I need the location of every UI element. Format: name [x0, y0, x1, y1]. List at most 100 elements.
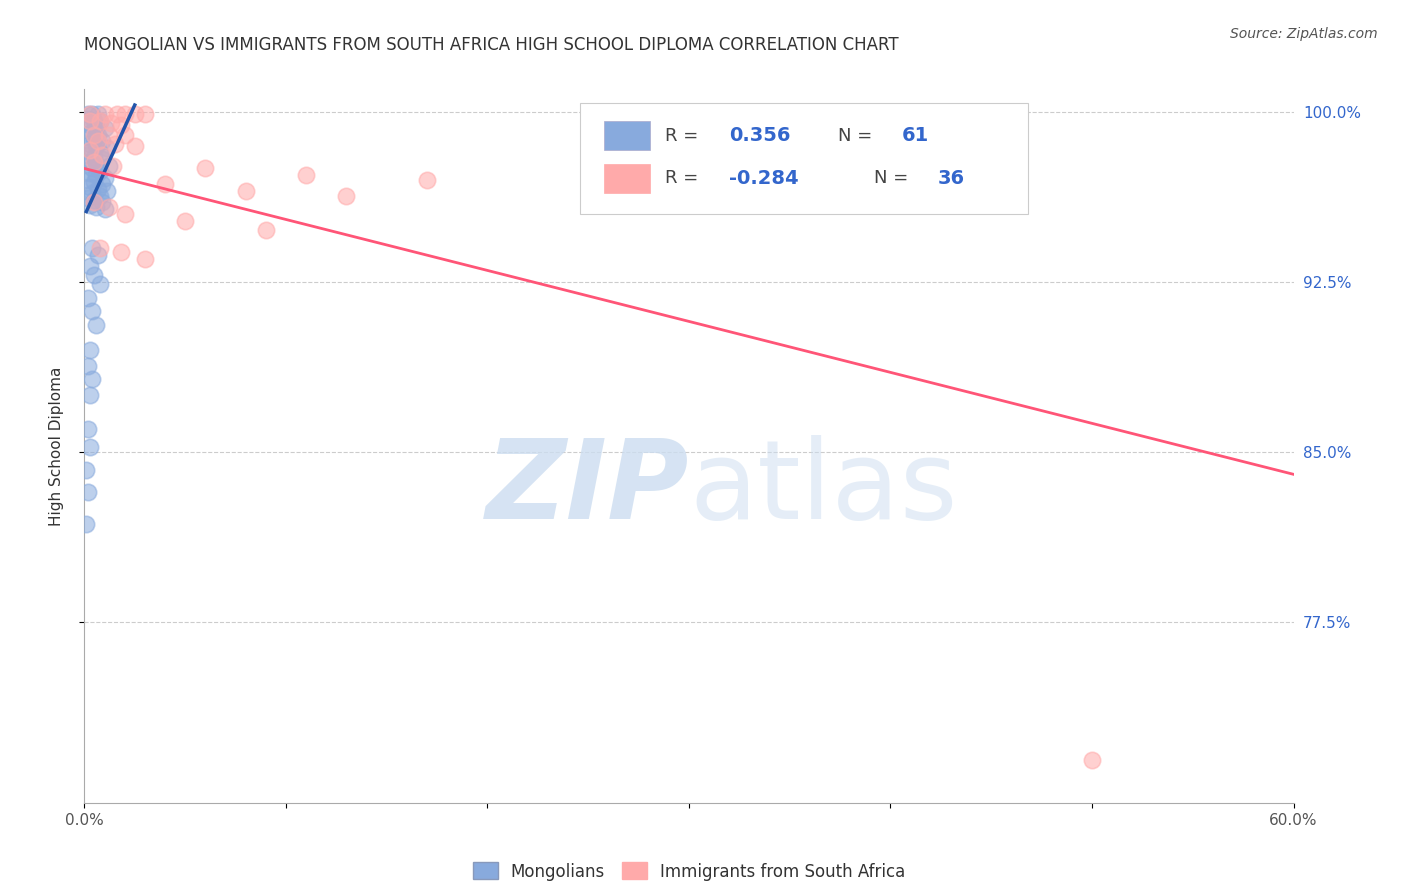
- Text: atlas: atlas: [689, 435, 957, 542]
- Point: [91, 148, 114, 162]
- Point: [114, 207, 136, 221]
- Text: -0.284: -0.284: [728, 169, 799, 188]
- Point: [77, 129, 100, 144]
- Point: [105, 107, 128, 121]
- Text: ZIP: ZIP: [485, 435, 689, 542]
- Point: [87, 182, 110, 196]
- Point: [100, 116, 122, 130]
- Point: [79, 119, 101, 133]
- Point: [86, 120, 108, 135]
- Y-axis label: High School Diploma: High School Diploma: [49, 367, 63, 525]
- Point: [174, 213, 197, 227]
- Point: [83, 175, 105, 189]
- Point: [79, 107, 101, 121]
- Point: [110, 119, 132, 133]
- Text: R =: R =: [665, 169, 704, 187]
- Point: [91, 178, 114, 192]
- Point: [82, 144, 104, 158]
- Point: [79, 144, 101, 158]
- Point: [110, 245, 132, 260]
- Point: [335, 188, 357, 202]
- Point: [254, 222, 277, 236]
- Text: N =: N =: [838, 127, 877, 145]
- Point: [416, 173, 439, 187]
- Point: [87, 128, 110, 142]
- Point: [91, 134, 114, 148]
- Point: [89, 188, 111, 202]
- Point: [194, 161, 217, 176]
- Point: [77, 422, 100, 436]
- Point: [75, 463, 97, 477]
- FancyBboxPatch shape: [581, 103, 1028, 214]
- Point: [77, 191, 100, 205]
- Point: [83, 114, 105, 128]
- Point: [83, 195, 105, 210]
- Point: [134, 107, 156, 121]
- Point: [83, 132, 105, 146]
- Point: [82, 241, 104, 255]
- Point: [93, 202, 115, 217]
- Bar: [605, 121, 650, 150]
- Point: [77, 173, 100, 187]
- Point: [96, 141, 118, 155]
- Point: [83, 193, 105, 207]
- Point: [89, 114, 111, 128]
- Point: [87, 247, 110, 261]
- Point: [87, 134, 110, 148]
- Bar: [605, 164, 650, 193]
- Point: [1081, 753, 1104, 767]
- Point: [124, 107, 146, 121]
- Point: [153, 178, 176, 192]
- Point: [89, 145, 111, 160]
- Point: [86, 200, 108, 214]
- Point: [77, 107, 100, 121]
- Point: [79, 154, 101, 169]
- Text: 61: 61: [901, 126, 929, 145]
- Point: [235, 184, 257, 198]
- Point: [79, 179, 101, 194]
- Point: [89, 163, 111, 178]
- Point: [79, 440, 101, 454]
- Point: [77, 359, 100, 373]
- Point: [82, 107, 104, 121]
- Point: [91, 195, 114, 210]
- Point: [82, 125, 104, 139]
- Point: [79, 136, 101, 151]
- Point: [82, 372, 104, 386]
- Point: [101, 159, 124, 173]
- Point: [114, 128, 136, 142]
- Point: [89, 277, 111, 291]
- Point: [77, 485, 100, 500]
- Point: [82, 161, 104, 176]
- Point: [75, 517, 97, 532]
- Point: [79, 343, 101, 357]
- Point: [96, 184, 118, 198]
- Point: [86, 318, 108, 332]
- Text: R =: R =: [665, 127, 704, 145]
- Point: [77, 148, 100, 162]
- Point: [79, 166, 101, 180]
- Text: MONGOLIAN VS IMMIGRANTS FROM SOUTH AFRICA HIGH SCHOOL DIPLOMA CORRELATION CHART: MONGOLIAN VS IMMIGRANTS FROM SOUTH AFRIC…: [84, 36, 898, 54]
- Point: [91, 153, 114, 167]
- Point: [93, 170, 115, 185]
- Point: [82, 186, 104, 201]
- Point: [93, 120, 115, 135]
- Point: [114, 107, 136, 121]
- Point: [79, 388, 101, 402]
- Point: [77, 291, 100, 305]
- Point: [97, 128, 120, 142]
- Point: [134, 252, 156, 266]
- Point: [79, 198, 101, 212]
- Point: [79, 259, 101, 273]
- Point: [86, 169, 108, 183]
- Point: [295, 169, 318, 183]
- Point: [93, 107, 115, 121]
- Text: Source: ZipAtlas.com: Source: ZipAtlas.com: [1230, 27, 1378, 41]
- Point: [83, 154, 105, 169]
- Point: [83, 150, 105, 164]
- Point: [89, 241, 111, 255]
- Point: [77, 112, 100, 126]
- Point: [86, 157, 108, 171]
- Point: [79, 114, 101, 128]
- Point: [83, 128, 105, 142]
